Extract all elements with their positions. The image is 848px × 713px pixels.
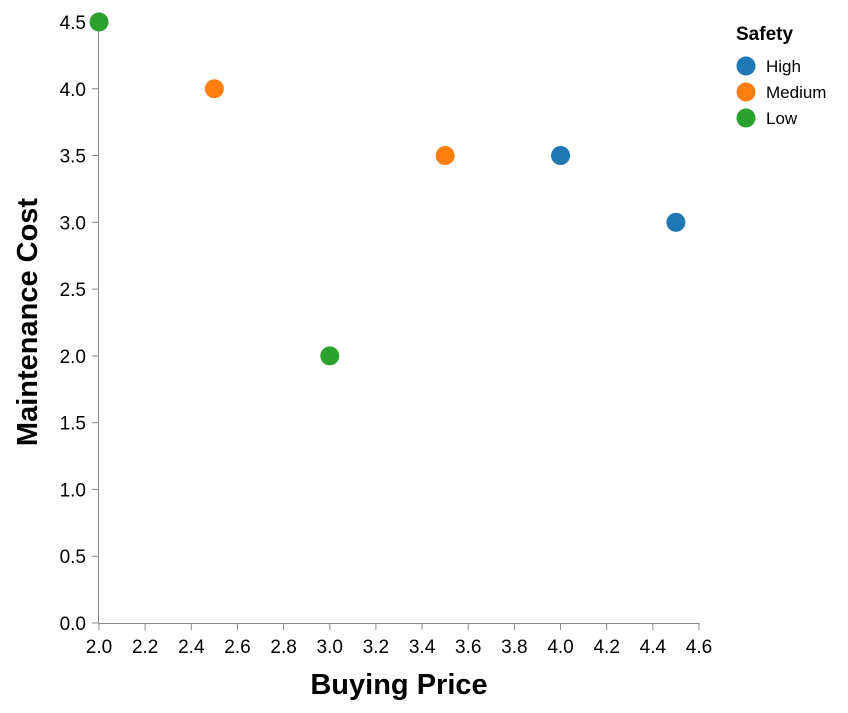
point-medium [435,146,455,166]
point-high [551,146,571,166]
x-tick-label: 4.0 [547,637,573,658]
y-tick-label: 2.0 [60,347,86,368]
legend-symbol-medium [736,82,756,102]
legend-symbol-low [736,108,756,128]
y-axis: 0.0 0.5 1.0 1.5 2.0 2.5 3.0 3.5 4.0 4.5 [60,13,99,635]
x-axis: 2.0 2.2 2.4 2.6 2.8 3.0 3.2 3.4 3.6 3.8 4.0 4.2 4.4 4… [86,623,712,658]
legend-items: High Medium Low [736,56,826,128]
x-tick-label: 2.2 [132,637,158,658]
legend-label-low: Low [766,109,798,128]
y-tick-label: 1.0 [60,480,86,501]
x-tick-label: 4.2 [593,637,619,658]
y-tick-label: 0.5 [60,547,86,568]
y-tick-label: 4.5 [60,13,86,34]
x-tick-label: 2.4 [178,637,205,658]
y-tick-label: 0.0 [60,614,86,635]
y-tick-label: 2.5 [60,280,86,301]
x-axis-title: Buying Price [310,669,487,701]
legend: Safety High Medium Low [736,24,826,128]
x-tick-label: 2.0 [86,637,112,658]
point-high [666,212,686,232]
y-tick-label: 1.5 [60,414,86,435]
legend-symbol-high [736,56,756,76]
x-tick-label: 3.4 [409,637,436,658]
data-points [89,12,686,366]
x-tick-label: 3.2 [363,637,389,658]
legend-title: Safety [736,24,793,45]
x-tick-label: 4.4 [640,637,667,658]
x-tick-label: 3.0 [317,637,343,658]
legend-label-medium: Medium [766,83,826,102]
x-tick-label: 2.8 [270,637,296,658]
y-tick-label: 3.0 [60,213,86,234]
point-low [320,346,340,366]
y-tick-label: 3.5 [60,147,86,168]
point-low [89,12,109,32]
point-medium [204,79,224,99]
x-tick-label: 3.6 [455,637,481,658]
x-tick-label: 3.8 [501,637,527,658]
y-tick-label: 4.0 [60,80,86,101]
legend-label-high: High [766,57,801,76]
y-axis-title: Maintenance Cost [12,198,44,446]
x-tick-label: 4.6 [686,637,712,658]
x-tick-label: 2.6 [224,637,250,658]
